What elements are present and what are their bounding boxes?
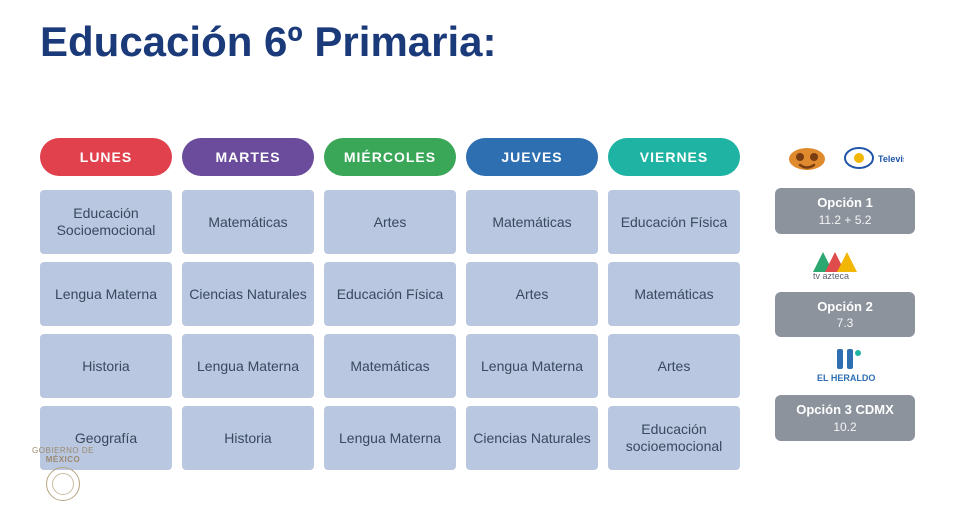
gob-seal-icon <box>46 467 80 501</box>
schedule-cell: Matemáticas <box>324 334 456 398</box>
schedule-cell: Educación socioemocional <box>608 406 740 470</box>
schedule-row: Lengua MaternaCiencias NaturalesEducació… <box>40 262 740 326</box>
day-header-row: LUNES MARTES MIÉRCOLES JUEVES VIERNES <box>40 138 740 176</box>
option-box-2: Opción 27.3 <box>775 292 915 338</box>
schedule-row: GeografíaHistoriaLengua MaternaCiencias … <box>40 406 740 470</box>
schedule-cell: Matemáticas <box>608 262 740 326</box>
network-logo-row: Televisa <box>786 138 904 178</box>
schedule-cell: Matemáticas <box>182 190 314 254</box>
day-pill-jueves: JUEVES <box>466 138 598 176</box>
schedule-row: Educación SocioemocionalMatemáticasArtes… <box>40 190 740 254</box>
option-channels: 10.2 <box>779 419 911 435</box>
schedule-cell: Historia <box>182 406 314 470</box>
day-pill-miércoles: MIÉRCOLES <box>324 138 456 176</box>
options-sidebar: Televisa Opción 111.2 + 5.2 tv azteca Opció… <box>770 138 920 470</box>
schedule-cell: Historia <box>40 334 172 398</box>
schedule-cell: Artes <box>608 334 740 398</box>
schedule-cell: Matemáticas <box>466 190 598 254</box>
schedule-cell: Ciencias Naturales <box>182 262 314 326</box>
option-title: Opción 2 <box>779 298 911 316</box>
option-box-3: Opción 3 CDMX10.2 <box>775 395 915 441</box>
schedule-cell: Ciencias Naturales <box>466 406 598 470</box>
schedule-cell: Lengua Materna <box>324 406 456 470</box>
page-title: Educación 6º Primaria: <box>40 18 497 66</box>
svg-text:Televisa: Televisa <box>878 154 904 164</box>
schedule-cell: Educación Física <box>324 262 456 326</box>
content-area: LUNES MARTES MIÉRCOLES JUEVES VIERNES Educac… <box>40 138 920 470</box>
day-pill-martes: MARTES <box>182 138 314 176</box>
schedule-cell: Educación Socioemocional <box>40 190 172 254</box>
network-logo-row: tv azteca <box>803 240 887 286</box>
schedule-cell: Lengua Materna <box>466 334 598 398</box>
option-title: Opción 1 <box>779 194 911 212</box>
once-ninos-icon <box>786 143 828 173</box>
schedule-table: LUNES MARTES MIÉRCOLES JUEVES VIERNES Educac… <box>40 138 740 470</box>
gob-line2: MÉXICO <box>18 456 108 465</box>
schedule-grid: Educación SocioemocionalMatemáticasArtes… <box>40 190 740 470</box>
network-logo-row: EL HERALDO <box>803 343 887 389</box>
svg-text:tv azteca: tv azteca <box>813 271 849 280</box>
option-channels: 7.3 <box>779 315 911 331</box>
schedule-cell: Lengua Materna <box>182 334 314 398</box>
day-pill-viernes: VIERNES <box>608 138 740 176</box>
gobierno-mexico-logo: GOBIERNO DE MÉXICO <box>18 447 108 501</box>
televisa-icon: Televisa <box>842 143 904 173</box>
schedule-cell: Educación Física <box>608 190 740 254</box>
schedule-cell: Artes <box>466 262 598 326</box>
tv-azteca-icon: tv azteca <box>803 246 887 280</box>
schedule-row: HistoriaLengua MaternaMatemáticasLengua … <box>40 334 740 398</box>
option-channels: 11.2 + 5.2 <box>779 212 911 228</box>
svg-text:EL HERALDO: EL HERALDO <box>817 373 875 383</box>
option-title: Opción 3 CDMX <box>779 401 911 419</box>
schedule-cell: Lengua Materna <box>40 262 172 326</box>
el-heraldo-icon: EL HERALDO <box>803 347 887 385</box>
day-pill-lunes: LUNES <box>40 138 172 176</box>
schedule-cell: Artes <box>324 190 456 254</box>
option-box-1: Opción 111.2 + 5.2 <box>775 188 915 234</box>
